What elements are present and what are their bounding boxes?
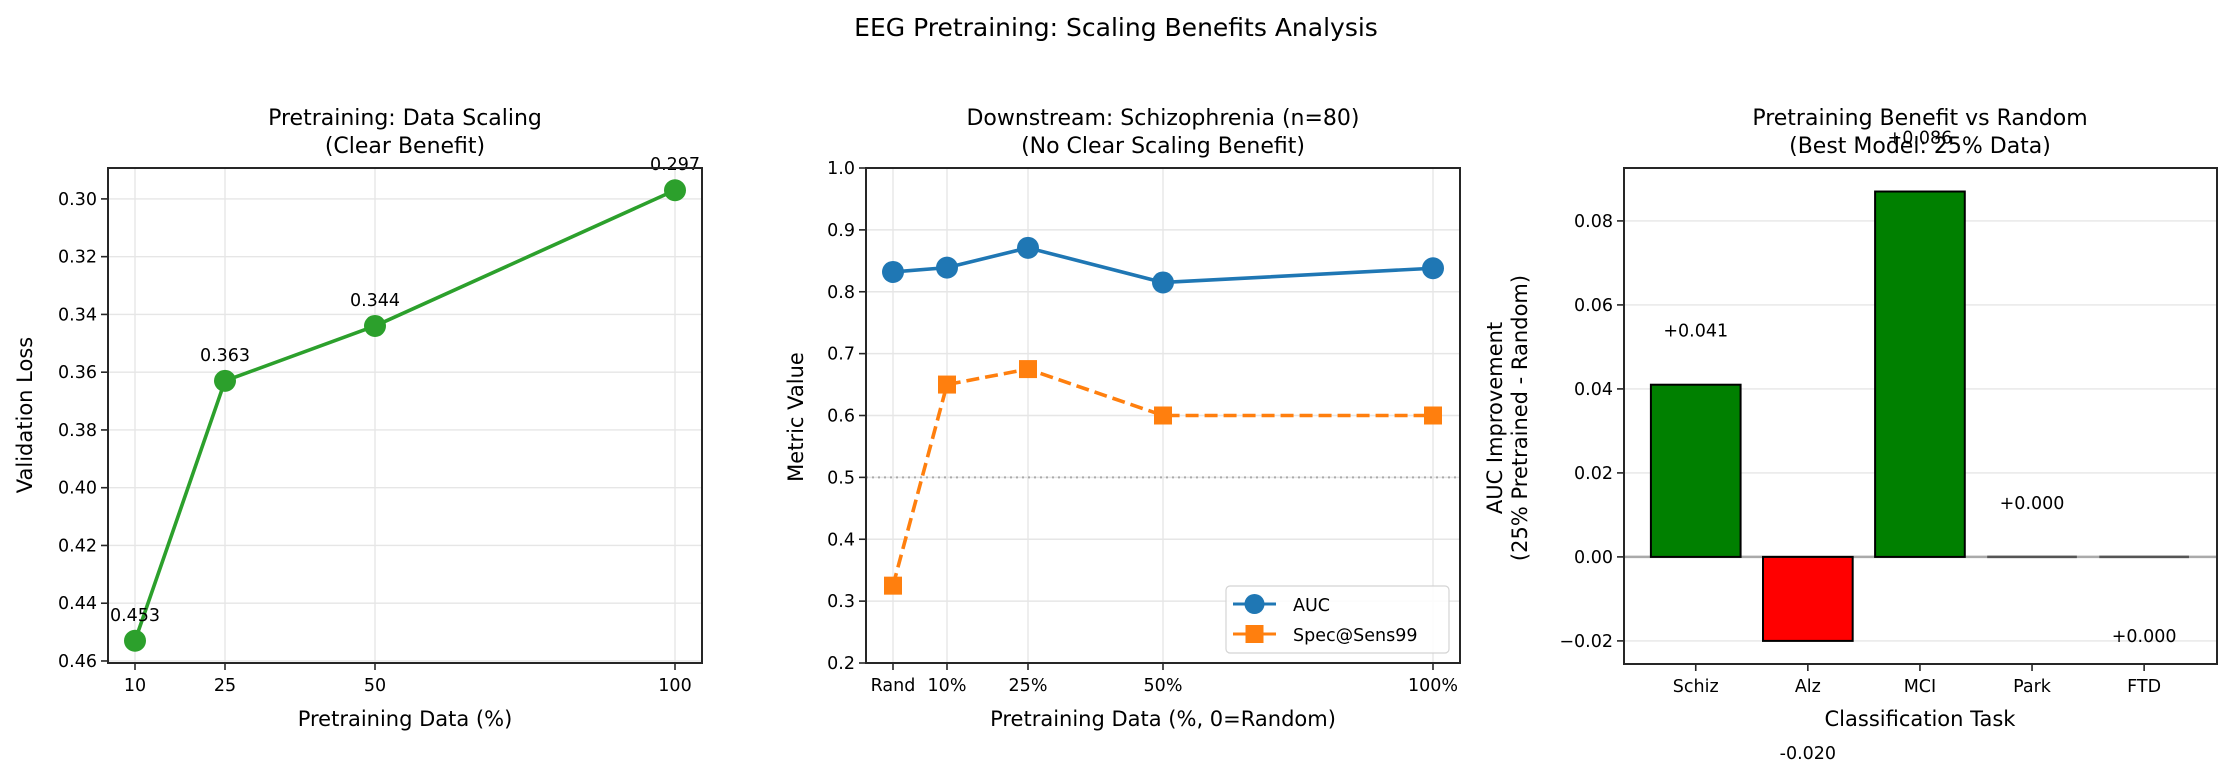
panel2-ytick-label: 0.3 (827, 592, 855, 612)
panel1-xtick-label: 10 (124, 676, 146, 696)
panel2-xtick-label: 50% (1144, 676, 1183, 696)
panel2-xtick-label: 10% (928, 676, 967, 696)
panel1-xtick-label: 100 (658, 676, 691, 696)
panel2-spec-point (884, 576, 902, 595)
panel2-spec-point (1019, 360, 1037, 379)
panel1-xtick-label: 50 (364, 676, 386, 696)
legend-auc-label: AUC (1293, 596, 1330, 616)
panel2-ytick-label: 0.7 (827, 345, 855, 365)
panel3-bar-value-label: +0.041 (1663, 322, 1728, 342)
panel3-bar-mci (1874, 190, 1966, 558)
panel3-bar-value-label: +0.000 (2000, 494, 2065, 514)
panel2-auc-point (1152, 271, 1174, 294)
panel1-data-label: 0.453 (110, 606, 160, 626)
panel2-ytick-label: 1.0 (827, 159, 855, 179)
panel1-ytick-label: 0.44 (58, 594, 97, 614)
panel2-ytick-label: 0.6 (827, 407, 855, 427)
panel1-ytick-label: 0.32 (58, 248, 97, 268)
panel3-xtick-label: FTD (2127, 677, 2161, 697)
panel3-ytick-label: 0.00 (1574, 548, 1613, 568)
panel2-auc-point (882, 260, 904, 283)
panel1-data-point (124, 629, 146, 652)
panel1-xlabel: Pretraining Data (%) (298, 707, 513, 731)
panel-downstream-schizophrenia: Downstream: Schizophrenia (n=80) (No Cle… (784, 106, 1461, 731)
panel2-marks (882, 236, 1444, 595)
panel3-xtick-label: Schiz (1673, 677, 1719, 697)
panel3-xlabel: Classification Task (1825, 707, 2017, 731)
panel2-xtick-label: 100% (1408, 676, 1458, 696)
panel2-auc-point (1017, 236, 1039, 259)
legend-box (1225, 585, 1450, 654)
panel3-bar-value-label: -0.020 (1780, 744, 1836, 761)
panel1-marks: 0.453 0.363 0.344 0.297 (110, 155, 700, 652)
panel1-ytick-label: 0.42 (58, 536, 97, 556)
panel1-ylabel: Validation Loss (13, 337, 37, 493)
panel1-ytick-label: 0.34 (58, 305, 97, 325)
panel3-ytick-label: −0.02 (1559, 632, 1613, 652)
panel3-bar-schiz (1649, 383, 1742, 558)
panel2-xtick-label: 25% (1009, 676, 1048, 696)
panel2-spec-point (1424, 406, 1442, 425)
panel3-bar-value-label: +0.086 (1888, 129, 1953, 149)
panel-pretraining-benefit: Pretraining Benefit vs Random (Best Mode… (1483, 106, 2218, 761)
panel1-ytick-label: 0.40 (58, 479, 97, 499)
panel2-legend: AUC Spec@Sens99 (1225, 585, 1450, 654)
panel1-data-point (664, 179, 686, 202)
panel2-spec-point (938, 375, 956, 394)
panel1-ytick-label: 0.46 (58, 652, 97, 672)
legend-spec-marker (1245, 625, 1264, 643)
panel1-ytick-label: 0.36 (58, 363, 97, 383)
legend-spec-label: Spec@Sens99 (1293, 626, 1417, 646)
panel3-marks: +0.041 -0.020 +0.086 +0.000 +0.000 (1649, 129, 2189, 761)
panel3-title-line2: (Best Model: 25% Data) (1789, 134, 2051, 159)
panel2-ytick-label: 0.2 (827, 654, 855, 674)
panel3-ytick-label: 0.02 (1574, 464, 1613, 484)
panel1-series-line (133, 188, 676, 642)
panel3-ticks: −0.02 0.00 0.02 0.04 0.06 0.08 Schiz Alz MCI Park… (1559, 212, 2161, 697)
panel1-title-line2: (Clear Benefit) (325, 134, 485, 159)
panel1-ytick-label: 0.38 (58, 421, 97, 441)
panel3-bar-alz (1762, 555, 1854, 642)
panel1-grid (108, 168, 702, 663)
panel1-data-label: 0.344 (350, 291, 400, 311)
panel1-data-point (214, 369, 236, 392)
panel3-xtick-label: Alz (1795, 677, 1821, 697)
panel2-ytick-label: 0.4 (827, 530, 855, 550)
panel3-ytick-label: 0.04 (1574, 380, 1613, 400)
panel1-ytick-label: 0.30 (58, 190, 97, 210)
panel2-title-line2: (No Clear Scaling Benefit) (1021, 134, 1305, 159)
legend-auc-marker (1244, 594, 1265, 614)
panel2-xtick-label: Rand (871, 676, 916, 696)
panel1-data-label: 0.297 (650, 155, 700, 175)
panel3-ytick-label: 0.06 (1574, 296, 1613, 316)
panel2-ytick-label: 0.9 (827, 221, 855, 241)
panel-data-scaling: Pretraining: Data Scaling (Clear Benefit… (13, 106, 703, 731)
panel3-ylabel-line1: AUC Improvement (1483, 322, 1507, 514)
panel1-data-point (364, 314, 386, 337)
panel2-ylabel: Metric Value (784, 352, 808, 482)
panel2-ytick-label: 0.5 (827, 468, 855, 488)
panel2-spec-point (1154, 406, 1172, 425)
panel3-title-line1: Pretraining Benefit vs Random (1752, 106, 2087, 131)
panel1-xtick-label: 25 (214, 676, 236, 696)
figure-suptitle: EEG Pretraining: Scaling Benefits Analys… (854, 13, 1378, 42)
panel3-ylabel-line2: (25% Pretrained - Random) (1508, 275, 1532, 561)
panel2-ytick-label: 0.8 (827, 283, 855, 303)
panel3-xtick-label: MCI (1904, 677, 1936, 697)
panel1-axes-frame (107, 167, 703, 664)
panel2-ticks: Rand 10% 25% 50% 100% 0.2 0.3 0.4 0.5 0.6 0.7 0.8 0.… (827, 159, 1458, 696)
panel2-xlabel: Pretraining Data (%, 0=Random) (990, 707, 1336, 731)
panel3-bar-value-label: +0.000 (2112, 627, 2177, 647)
panel1-title-line1: Pretraining: Data Scaling (268, 106, 542, 131)
panel1-data-label: 0.363 (200, 346, 250, 366)
panel2-title-line1: Downstream: Schizophrenia (n=80) (966, 106, 1359, 131)
panel1-ticks: 10 25 50 100 0.30 0.32 0.34 0.36 0.38 0.40 0.42 0.4… (58, 190, 692, 696)
panel3-ytick-label: 0.08 (1574, 212, 1613, 232)
panel2-auc-point (936, 256, 958, 279)
panel2-auc-point (1422, 257, 1444, 280)
panel3-xtick-label: Park (2013, 677, 2052, 697)
